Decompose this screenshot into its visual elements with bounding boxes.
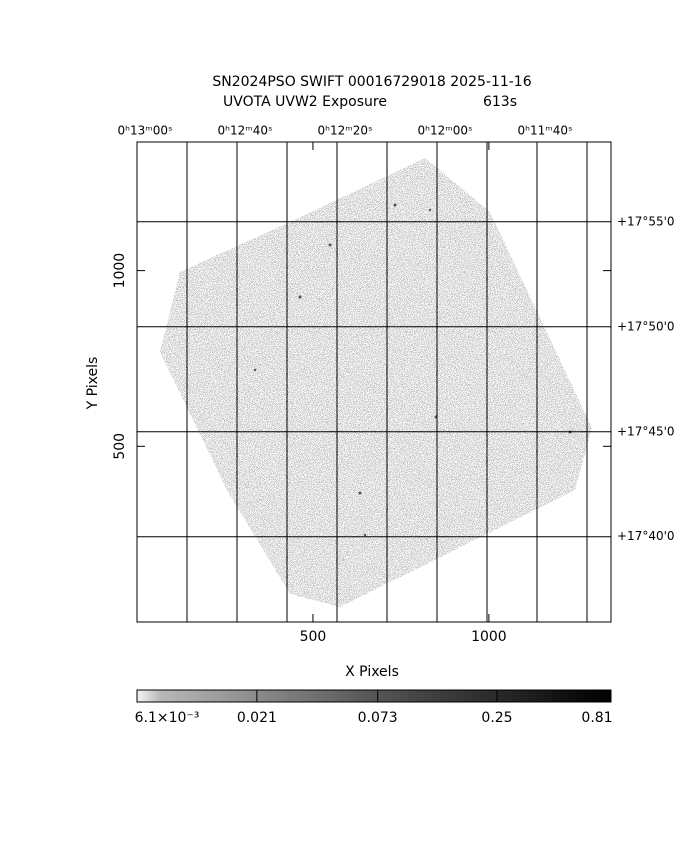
- colorbar-tick-label: 0.25: [481, 710, 512, 726]
- ra-tick-label: 0ʰ12ᵐ20ˢ: [318, 124, 373, 138]
- x-tick-label: 1000: [471, 629, 507, 645]
- colorbar-tick-label: 0.073: [358, 710, 398, 726]
- image: [160, 158, 592, 607]
- plot-frame: [136, 141, 612, 623]
- y-tick-label: 500: [112, 433, 128, 460]
- exposure: 613s: [483, 94, 517, 110]
- ra-tick-label: 0ʰ12ᵐ00ˢ: [418, 124, 473, 138]
- y-tick-label: 1000: [112, 253, 128, 289]
- colorbar-tick-label: 6.1×10⁻³: [135, 710, 200, 726]
- ra-tick-label: 0ʰ11ᵐ40ˢ: [518, 124, 573, 138]
- sources: [253, 203, 572, 537]
- y-axis-label: Y Pixels: [85, 357, 101, 411]
- dec-tick-label: +17°55'0: [617, 214, 675, 228]
- dec-tick-label: +17°40'0: [617, 529, 675, 543]
- dec-tick-label: +17°50'0: [617, 319, 675, 333]
- ra-tick-label: 0ʰ13ᵐ00ˢ: [118, 124, 173, 138]
- colorbar: [136, 689, 612, 703]
- x-tick-label: 500: [300, 629, 327, 645]
- x-axis-label: X Pixels: [345, 664, 399, 680]
- exposure-field: [160, 158, 592, 607]
- ra-tick-label: 0ʰ12ᵐ40ˢ: [218, 124, 273, 138]
- chart-title: SN2024PSO SWIFT 00016729018 2025-11-16: [212, 74, 531, 90]
- chart-subtitle: UVOTA UVW2 Exposure: [223, 94, 387, 110]
- colorbar-tick-label: 0.021: [237, 710, 277, 726]
- dec-tick-label: +17°45'0: [617, 424, 675, 438]
- colorbar-tick-label: 0.81: [581, 710, 612, 726]
